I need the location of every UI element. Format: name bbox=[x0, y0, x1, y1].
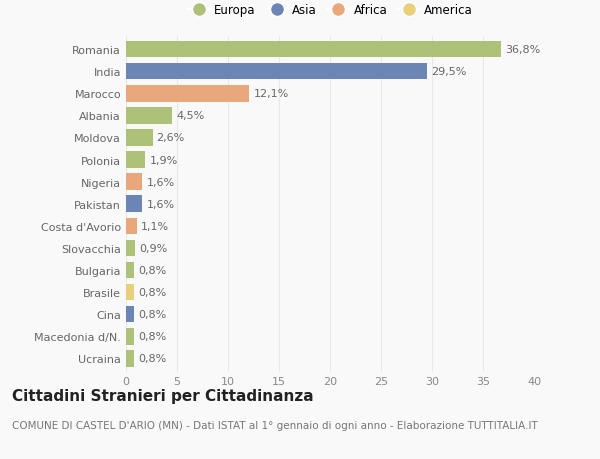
Text: 0,8%: 0,8% bbox=[138, 353, 166, 364]
Text: 1,1%: 1,1% bbox=[142, 221, 169, 231]
Bar bbox=[126, 218, 137, 235]
Text: 1,6%: 1,6% bbox=[146, 177, 175, 187]
Text: 0,8%: 0,8% bbox=[138, 287, 166, 297]
Text: 0,8%: 0,8% bbox=[138, 265, 166, 275]
Text: COMUNE DI CASTEL D'ARIO (MN) - Dati ISTAT al 1° gennaio di ogni anno - Elaborazi: COMUNE DI CASTEL D'ARIO (MN) - Dati ISTA… bbox=[12, 420, 538, 430]
Bar bbox=[126, 174, 142, 190]
Bar bbox=[126, 240, 135, 257]
Bar bbox=[126, 86, 250, 102]
Text: 4,5%: 4,5% bbox=[176, 111, 204, 121]
Bar bbox=[126, 64, 427, 80]
Bar bbox=[126, 284, 134, 301]
Bar bbox=[126, 262, 134, 279]
Bar bbox=[126, 42, 502, 58]
Text: 12,1%: 12,1% bbox=[254, 89, 289, 99]
Text: 2,6%: 2,6% bbox=[157, 133, 185, 143]
Bar bbox=[126, 328, 134, 345]
Legend: Europa, Asia, Africa, America: Europa, Asia, Africa, America bbox=[182, 0, 478, 22]
Text: 0,8%: 0,8% bbox=[138, 331, 166, 341]
Bar bbox=[126, 130, 152, 146]
Text: 29,5%: 29,5% bbox=[431, 67, 466, 77]
Text: Cittadini Stranieri per Cittadinanza: Cittadini Stranieri per Cittadinanza bbox=[12, 388, 314, 403]
Bar bbox=[126, 196, 142, 213]
Text: 1,6%: 1,6% bbox=[146, 199, 175, 209]
Text: 1,9%: 1,9% bbox=[149, 155, 178, 165]
Text: 0,9%: 0,9% bbox=[139, 243, 167, 253]
Text: 36,8%: 36,8% bbox=[505, 45, 541, 55]
Text: 0,8%: 0,8% bbox=[138, 309, 166, 319]
Bar bbox=[126, 350, 134, 367]
Bar bbox=[126, 108, 172, 124]
Bar bbox=[126, 306, 134, 323]
Bar bbox=[126, 152, 145, 168]
